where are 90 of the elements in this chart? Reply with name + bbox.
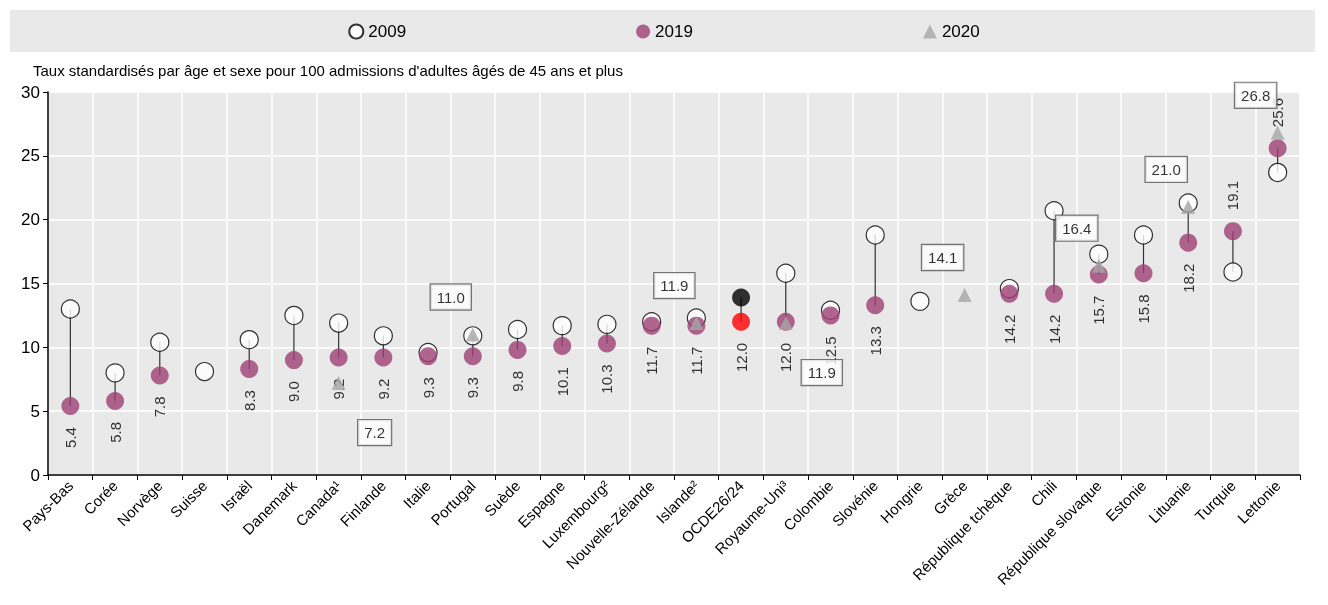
data-label: 9.8 [509,370,526,392]
legend-label: 2020 [941,22,980,41]
point [821,306,840,325]
point [284,351,303,370]
point [508,340,527,359]
point [776,263,796,283]
point [419,347,438,366]
data-label: 25.6 [1269,97,1287,128]
data-label: 7.2 [364,424,386,442]
point [61,397,80,416]
point [507,319,528,340]
data-label: 19.1 [1224,180,1242,211]
data-label: 8.3 [240,390,258,411]
point [778,316,793,331]
data-label: 11.0 [436,288,465,306]
data-label: 5.4 [61,427,79,448]
data-label: 9.2 [374,378,392,400]
y-tick-label: 15 [21,274,40,293]
y-tick-label: 30 [21,82,40,102]
point [957,287,972,302]
data-label: 7.8 [151,396,169,418]
point [105,363,125,383]
y-tick-label: 25 [21,146,40,166]
x-tick-label: Chili [1027,476,1061,510]
point [150,332,170,352]
y-tick-label: 0 [30,465,40,485]
data-label: 21.0 [1151,160,1181,178]
legend-label: 2009 [368,22,407,41]
data-label: 10.3 [598,364,616,394]
point [1045,284,1064,303]
point [1089,244,1109,264]
point [240,360,259,379]
data-label: 15.8 [1135,294,1152,324]
point [239,330,259,350]
data-label: 26.8 [1241,86,1271,104]
legend-label: 2019 [655,22,693,41]
data-label: 9.3 [419,377,437,399]
point [1223,262,1243,282]
data-label: 11.7 [687,346,705,375]
point [597,314,617,334]
data-label: 5.8 [106,421,124,443]
data-label: 13.3 [866,326,884,356]
point [910,291,930,311]
data-label: 16.4 [1062,219,1092,237]
data-label: 15.7 [1090,295,1108,325]
data-label: 12.0 [777,342,795,372]
point [732,288,751,307]
point [866,296,885,315]
data-label: 9.0 [285,381,303,402]
point [1223,222,1242,241]
point [1270,125,1285,140]
point [732,312,751,331]
point [374,348,393,367]
point [60,299,80,319]
point [106,391,125,410]
point [552,316,572,336]
point [194,361,215,382]
point [553,337,572,356]
point [329,348,348,367]
point [463,347,482,366]
data-label: 10.1 [553,367,571,397]
point [1268,139,1287,158]
point [373,326,393,346]
y-tick-label: 5 [30,401,40,421]
data-label: 11.9 [660,277,689,295]
data-label: 9.2 [330,378,348,400]
point [1091,258,1106,273]
x-tick-label: Italie [399,476,435,512]
data-label: 14.1 [928,248,958,266]
y-tick-label: 10 [21,337,40,357]
data-label: 12.0 [732,342,750,372]
point [150,366,169,385]
point [329,313,349,333]
point [597,334,616,353]
data-label: 11.7 [643,346,661,375]
point [284,305,304,326]
data-label: 9.3 [464,377,482,399]
data-label: 12.5 [822,336,839,366]
data-label: 18.2 [1179,263,1197,293]
data-label: 11.9 [807,364,836,382]
point [1268,162,1288,183]
point [1134,264,1153,283]
y-tick-label: 20 [21,210,40,230]
y-axis-title: Taux standardisés par âge et sexe pour 100 admissions d'adultes âgés de 45 ans et plus [33,62,623,79]
point [865,225,885,245]
data-label: 14.2 [1000,314,1018,344]
data-label: 14.2 [1045,314,1063,344]
point [1133,225,1154,245]
point [1000,284,1019,303]
point [1179,233,1198,252]
